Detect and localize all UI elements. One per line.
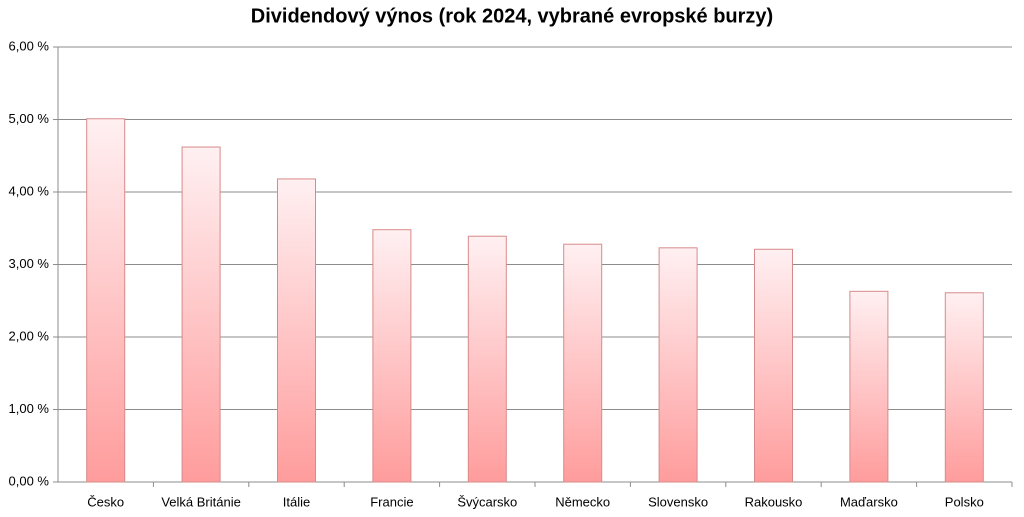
y-tick-label: 6,00 % bbox=[9, 38, 50, 53]
y-tick-label: 3,00 % bbox=[9, 256, 50, 271]
x-tick-label: Velká Británie bbox=[161, 494, 241, 509]
y-tick-label: 4,00 % bbox=[9, 183, 50, 198]
x-tick-label: Německo bbox=[555, 494, 610, 509]
x-tick-label: Slovensko bbox=[648, 494, 708, 509]
x-tick-label: Maďarsko bbox=[840, 494, 898, 509]
bar bbox=[849, 290, 889, 483]
bar bbox=[181, 146, 221, 483]
bar bbox=[658, 247, 698, 483]
bar bbox=[467, 235, 507, 483]
x-tick-label: Itálie bbox=[283, 494, 310, 509]
x-tick-label: Švýcarsko bbox=[457, 494, 517, 509]
bar bbox=[372, 229, 412, 483]
x-tick-label: Česko bbox=[87, 494, 124, 509]
chart-title: Dividendový výnos (rok 2024, vybrané evr… bbox=[251, 5, 773, 27]
bar bbox=[944, 292, 984, 483]
x-tick-label: Rakousko bbox=[745, 494, 803, 509]
y-tick-label: 1,00 % bbox=[9, 401, 50, 416]
bar bbox=[86, 118, 126, 483]
x-tick-label: Francie bbox=[370, 494, 413, 509]
y-tick-label: 5,00 % bbox=[9, 111, 50, 126]
bar bbox=[754, 248, 793, 483]
bar bbox=[277, 178, 316, 483]
y-tick-label: 0,00 % bbox=[9, 473, 50, 488]
bar bbox=[563, 243, 603, 483]
x-tick-label: Polsko bbox=[945, 494, 984, 509]
y-tick-label: 2,00 % bbox=[9, 328, 50, 343]
